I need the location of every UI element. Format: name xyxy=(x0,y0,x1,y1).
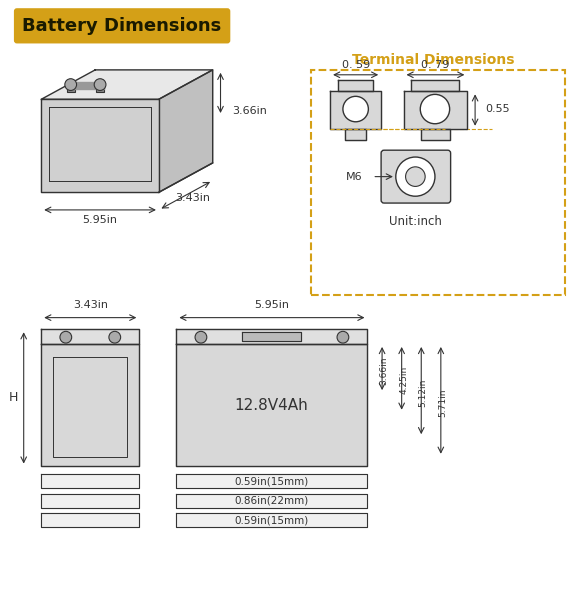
Text: Terminal Dimensions: Terminal Dimensions xyxy=(352,53,514,67)
Text: H: H xyxy=(9,391,18,404)
Text: 5.95in: 5.95in xyxy=(83,215,118,225)
Circle shape xyxy=(337,331,349,343)
Polygon shape xyxy=(338,80,373,91)
Circle shape xyxy=(343,97,369,122)
Text: Unit:inch: Unit:inch xyxy=(389,215,442,228)
Text: 0.55: 0.55 xyxy=(485,104,510,114)
Circle shape xyxy=(406,167,425,187)
Polygon shape xyxy=(159,70,213,192)
Polygon shape xyxy=(404,91,467,128)
Polygon shape xyxy=(176,344,367,466)
Circle shape xyxy=(94,79,106,91)
Text: 0.86in(22mm): 0.86in(22mm) xyxy=(234,496,309,506)
Polygon shape xyxy=(41,329,139,344)
Polygon shape xyxy=(41,70,213,99)
Circle shape xyxy=(396,157,435,196)
Polygon shape xyxy=(176,329,367,344)
Circle shape xyxy=(420,94,449,124)
Circle shape xyxy=(109,331,121,343)
Text: Battery Dimensions: Battery Dimensions xyxy=(22,17,221,35)
Text: 3.43in: 3.43in xyxy=(176,193,211,203)
Text: 3.66in: 3.66in xyxy=(232,106,267,116)
Polygon shape xyxy=(421,128,449,140)
Text: M6: M6 xyxy=(346,172,363,182)
Polygon shape xyxy=(176,474,367,488)
Polygon shape xyxy=(41,99,159,192)
FancyBboxPatch shape xyxy=(14,8,230,43)
Polygon shape xyxy=(176,494,367,508)
Text: 3.66in: 3.66in xyxy=(379,356,389,385)
Text: 0.59in(15mm): 0.59in(15mm) xyxy=(234,515,309,526)
Circle shape xyxy=(65,79,76,91)
Polygon shape xyxy=(330,91,381,128)
Bar xyxy=(67,86,75,92)
Polygon shape xyxy=(176,514,367,527)
Text: 0.59in(15mm): 0.59in(15mm) xyxy=(234,476,309,486)
Circle shape xyxy=(195,331,207,343)
Polygon shape xyxy=(41,494,139,508)
FancyBboxPatch shape xyxy=(381,150,451,203)
Polygon shape xyxy=(41,474,139,488)
Text: 12.8V4Ah: 12.8V4Ah xyxy=(235,398,308,413)
Polygon shape xyxy=(412,80,459,91)
Text: 5.71in: 5.71in xyxy=(439,389,447,417)
Text: 4.25in: 4.25in xyxy=(399,366,408,394)
Text: 3.43in: 3.43in xyxy=(73,300,108,310)
Text: 5.12in: 5.12in xyxy=(418,379,428,407)
Text: 5.95in: 5.95in xyxy=(254,300,289,310)
Polygon shape xyxy=(242,332,301,341)
Bar xyxy=(96,86,104,92)
Polygon shape xyxy=(67,82,104,89)
Text: 0. 79: 0. 79 xyxy=(421,60,449,70)
Circle shape xyxy=(60,331,72,343)
Polygon shape xyxy=(41,514,139,527)
Polygon shape xyxy=(41,344,139,466)
Polygon shape xyxy=(345,128,366,140)
Text: 0. 59: 0. 59 xyxy=(342,60,370,70)
